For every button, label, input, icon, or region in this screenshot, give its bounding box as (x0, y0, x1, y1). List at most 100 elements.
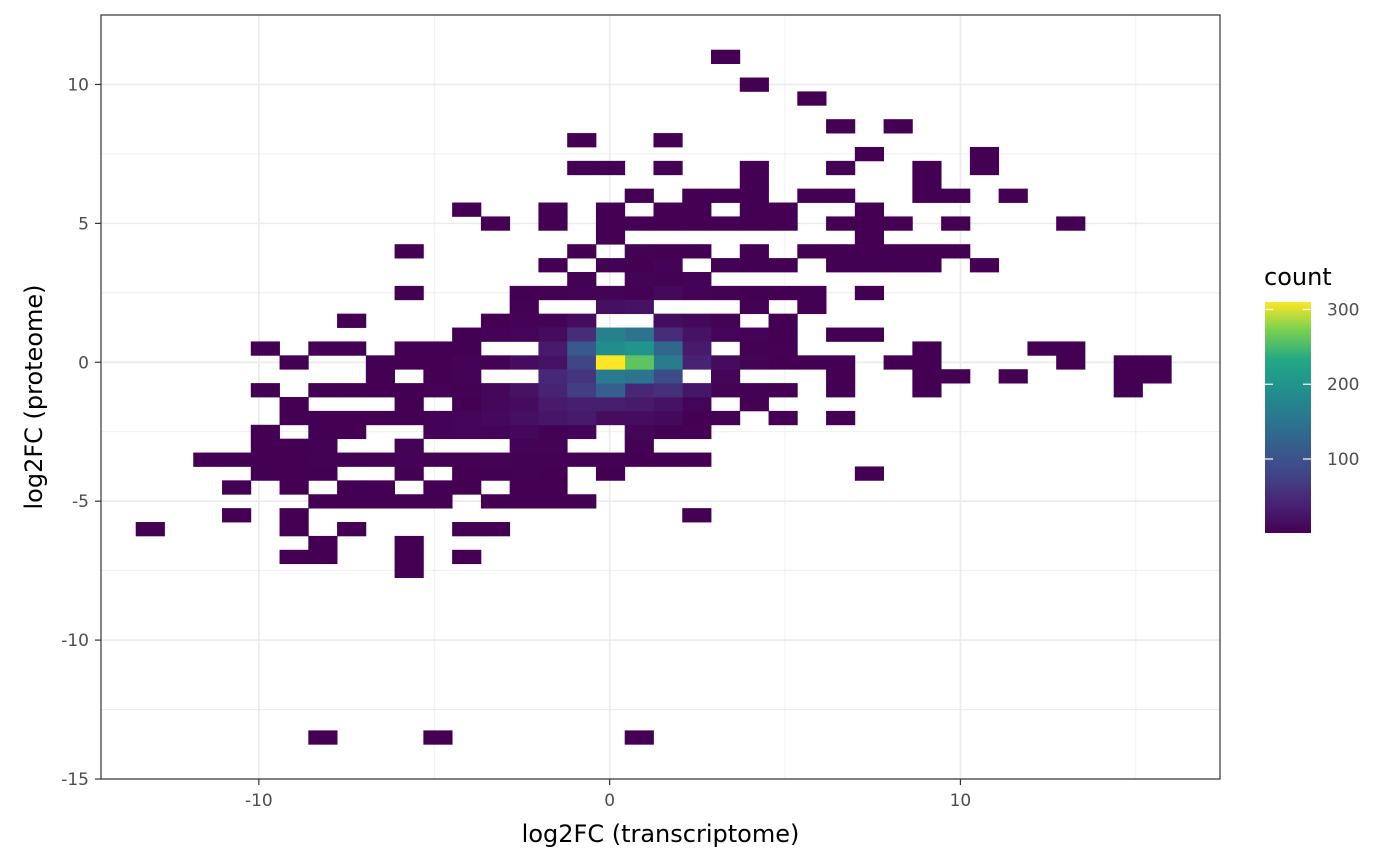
heatmap-bin (538, 202, 568, 217)
heatmap-bin (739, 202, 769, 217)
y-tick-label: -15 (61, 770, 89, 790)
y-axis-title: log2FC (proteome) (20, 284, 48, 509)
heatmap-bin (509, 424, 539, 440)
heatmap-bin (509, 313, 539, 328)
heatmap-bin (797, 188, 827, 203)
heatmap-bin (423, 480, 453, 495)
heatmap-bin (711, 49, 741, 65)
heatmap-bin (912, 355, 942, 370)
heatmap-bin (653, 160, 683, 176)
heatmap-bin (624, 244, 654, 259)
heatmap-bin (452, 466, 482, 481)
heatmap-bin (308, 383, 338, 398)
heatmap-bin (912, 160, 942, 176)
heatmap-bin (682, 355, 712, 370)
heatmap-bin (279, 466, 309, 481)
heatmap-bin (279, 410, 309, 426)
heatmap-bin (682, 410, 712, 426)
heatmap-bin (567, 369, 597, 384)
heatmap-bin (595, 397, 626, 412)
heatmap-bin (768, 258, 798, 273)
heatmap-bin (480, 494, 511, 509)
heatmap-bin (509, 438, 539, 453)
heatmap-bin (739, 285, 769, 301)
heatmap-bin (595, 452, 626, 467)
heatmap-bin (509, 383, 539, 398)
heatmap-bin (337, 452, 367, 467)
heatmap-bin (883, 216, 913, 231)
heatmap-bin (567, 355, 597, 370)
heatmap-bin (653, 424, 683, 440)
heatmap-bin (998, 188, 1028, 203)
heatmap-bin (624, 341, 654, 356)
heatmap-bin (567, 397, 597, 412)
heatmap-bin (797, 244, 827, 259)
heatmap-bin (653, 452, 683, 467)
heatmap-bin (768, 383, 798, 398)
heatmap-bin (883, 258, 913, 273)
heatmap-bin (135, 522, 165, 537)
heatmap-bin (854, 146, 884, 162)
heatmap-bin (739, 327, 769, 342)
heatmap-bin (423, 494, 453, 509)
heatmap-bin (595, 355, 626, 370)
y-axis-ticks: -15 -10 -5 0 5 10 (61, 75, 101, 790)
heatmap-bin (250, 452, 280, 467)
heatmap-bin (826, 216, 856, 231)
heatmap-bin (826, 244, 856, 259)
heatmap-bin (624, 258, 654, 273)
heatmap-bin (739, 397, 769, 412)
heatmap-bin (308, 494, 338, 509)
heatmap-bin (883, 244, 913, 259)
heatmap-bin (538, 383, 568, 398)
heatmap-bin (538, 466, 568, 481)
heatmap-bin (624, 424, 654, 440)
legend-tick-label: 300 (1327, 300, 1359, 320)
heatmap-bin (538, 480, 568, 495)
heatmap-bin (1113, 355, 1143, 370)
heatmap-bin (452, 452, 482, 467)
heatmap-bin (567, 160, 597, 176)
heatmap-bin (279, 355, 309, 370)
heatmap-bin (998, 369, 1028, 384)
heatmap-bin (1027, 341, 1057, 356)
heatmap-bin (682, 313, 712, 328)
heatmap-bin (308, 452, 338, 467)
heatmap-bin (826, 355, 856, 370)
heatmap-bin (854, 466, 884, 481)
heatmap-bin (682, 424, 712, 440)
heatmap-bin (797, 355, 827, 370)
heatmap-bin (423, 341, 453, 356)
heatmap-bin (480, 397, 511, 412)
heatmap-bin (452, 341, 482, 356)
heatmap-bin (509, 327, 539, 342)
heatmap-bin (509, 452, 539, 467)
heatmap-bin (567, 424, 597, 440)
heatmap-bin (279, 452, 309, 467)
heatmap-bin (711, 216, 741, 231)
heatmap-bin (595, 410, 626, 426)
heatmap-bin (624, 730, 654, 745)
heatmap-bin (308, 424, 338, 440)
heatmap-bin (452, 369, 482, 384)
heatmap-bin (826, 160, 856, 176)
heatmap-bin (279, 397, 309, 412)
heatmap-bin (394, 397, 424, 412)
heatmap-bin (969, 146, 1000, 162)
heatmap-bin (365, 383, 396, 398)
heatmap-bin (423, 410, 453, 426)
heatmap-bin (682, 341, 712, 356)
heatmap-bin (682, 397, 712, 412)
heatmap-bin (394, 452, 424, 467)
heatmap-bin (595, 299, 626, 315)
heatmap-bin (912, 383, 942, 398)
heatmap-bin (538, 397, 568, 412)
heatmap-bin (653, 410, 683, 426)
heatmap-bin (394, 355, 424, 370)
heatmap-bin (854, 244, 884, 259)
heatmap-bin (595, 216, 626, 231)
heatmap-bin (1142, 355, 1172, 370)
heatmap-bin (480, 216, 511, 231)
heatmap-bin (653, 397, 683, 412)
